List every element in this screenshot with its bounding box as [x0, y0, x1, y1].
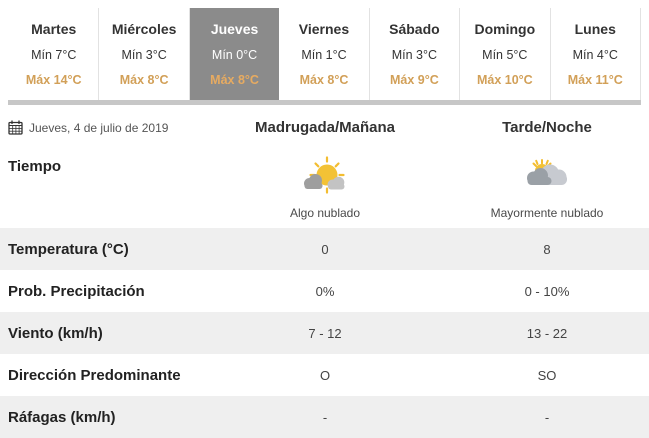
row-label: Temperatura (°C)	[8, 240, 129, 258]
tab-day-label: Viernes	[298, 21, 350, 37]
value-evening: 8	[543, 241, 551, 257]
tab-bar-underline	[8, 100, 641, 105]
table-row-rafagas: Ráfagas (km/h) - -	[0, 396, 649, 438]
tab-jueves-selected[interactable]: Jueves Mín 0°C Máx 8°C	[189, 8, 280, 100]
tab-viernes[interactable]: Viernes Mín 1°C Máx 8°C	[279, 8, 370, 100]
value-evening: 0 - 10%	[524, 283, 570, 299]
tab-min-temp: Mín 5°C	[482, 48, 528, 62]
tab-day-label: Domingo	[474, 21, 536, 37]
column-header-morning: Madrugada/Mañana	[254, 119, 396, 136]
weather-cell-morning: Algo nublado	[232, 150, 418, 220]
row-label: Viento (km/h)	[8, 324, 103, 342]
value-evening: SO	[537, 367, 557, 383]
tab-domingo[interactable]: Domingo Mín 5°C Máx 10°C	[460, 8, 551, 100]
table-row-viento: Viento (km/h) 7 - 12 13 - 22	[0, 312, 649, 354]
date-cell: Jueves, 4 de julio de 2019	[0, 120, 232, 135]
weather-caption-morning: Algo nublado	[289, 206, 361, 220]
tab-sabado[interactable]: Sábado Mín 3°C Máx 9°C	[369, 8, 461, 100]
tab-min-temp: Mín 1°C	[301, 48, 347, 62]
forecast-tab-bar: Martes Mín 7°C Máx 14°C Miércoles Mín 3°…	[8, 0, 641, 105]
tab-miercoles[interactable]: Miércoles Mín 3°C Máx 8°C	[99, 8, 190, 100]
value-morning: -	[322, 409, 328, 425]
value-evening: -	[544, 409, 550, 425]
row-label: Ráfagas (km/h)	[8, 408, 116, 426]
tab-min-temp: Mín 3°C	[121, 48, 167, 62]
tab-max-temp: Máx 10°C	[476, 73, 533, 87]
tab-min-temp: Mín 4°C	[572, 48, 618, 62]
tab-min-temp: Mín 7°C	[31, 48, 77, 62]
tab-max-temp: Máx 8°C	[210, 73, 259, 87]
tab-min-temp: Mín 3°C	[391, 48, 438, 62]
value-morning: 0%	[315, 283, 335, 299]
tab-max-temp: Máx 8°C	[119, 73, 169, 87]
table-row-direccion: Dirección Predominante O SO	[0, 354, 649, 396]
tab-max-temp: Máx 9°C	[390, 73, 439, 87]
table-row-temperatura: Temperatura (°C) 0 8	[0, 228, 649, 270]
partly-cloudy-icon	[300, 156, 350, 203]
mostly-cloudy-icon	[520, 156, 574, 203]
row-label-tiempo: Tiempo	[8, 158, 62, 175]
value-evening: 13 - 22	[526, 325, 568, 341]
tab-day-label: Martes	[31, 21, 77, 37]
tab-min-temp: Mín 0°C	[211, 48, 258, 62]
tab-lunes[interactable]: Lunes Mín 4°C Máx 11°C	[550, 8, 641, 100]
weather-condition-row: Tiempo	[0, 150, 649, 228]
column-header-evening: Tarde/Noche	[502, 119, 592, 136]
detail-header-row: Jueves, 4 de julio de 2019 Madrugada/Mañ…	[0, 105, 649, 150]
table-row-precipitacion: Prob. Precipitación 0% 0 - 10%	[0, 270, 649, 312]
weather-caption-evening: Mayormente nublado	[490, 206, 604, 220]
tab-max-temp: Máx 14°C	[25, 73, 82, 87]
tab-day-label: Miércoles	[111, 21, 177, 37]
row-label: Prob. Precipitación	[8, 282, 145, 300]
tab-day-label: Jueves	[210, 21, 259, 37]
tab-day-label: Lunes	[574, 21, 616, 37]
calendar-icon	[8, 120, 23, 135]
weather-cell-evening: Mayormente nublado	[418, 150, 649, 220]
value-morning: O	[319, 367, 331, 383]
tab-day-label: Sábado	[389, 21, 440, 37]
row-label: Dirección Predominante	[8, 366, 181, 384]
value-morning: 7 - 12	[308, 325, 342, 341]
date-label: Jueves, 4 de julio de 2019	[29, 120, 169, 135]
tab-max-temp: Máx 11°C	[567, 73, 623, 87]
value-morning: 0	[321, 241, 329, 257]
tab-max-temp: Máx 8°C	[299, 73, 349, 87]
tab-martes[interactable]: Martes Mín 7°C Máx 14°C	[8, 8, 100, 100]
